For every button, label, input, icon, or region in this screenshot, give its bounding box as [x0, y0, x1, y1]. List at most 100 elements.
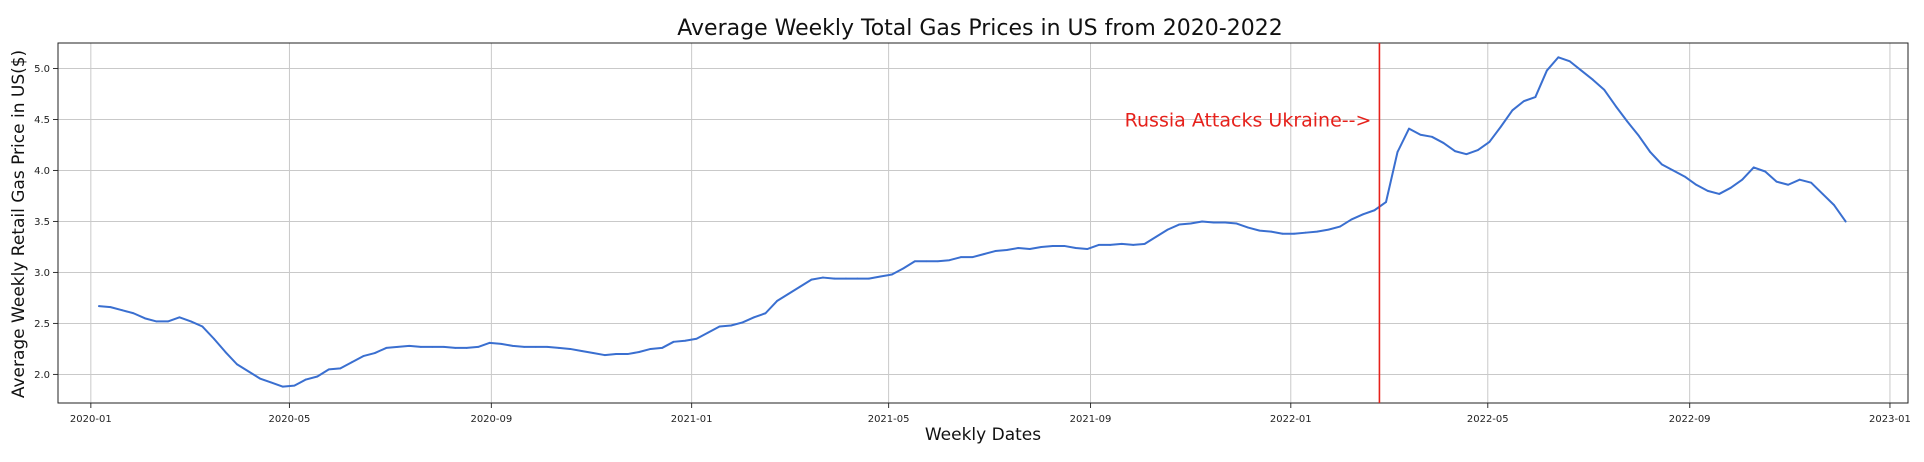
data-point	[1316, 230, 1318, 233]
data-point	[868, 277, 870, 280]
data-point	[569, 348, 572, 350]
data-point	[776, 300, 778, 302]
data-point	[304, 378, 307, 381]
axes	[53, 42, 1909, 408]
data-point	[1488, 141, 1491, 143]
data-point	[753, 316, 755, 319]
data-point	[822, 276, 824, 279]
data-point	[109, 306, 112, 309]
data-point	[1178, 223, 1181, 226]
data-point	[684, 339, 686, 342]
data-point	[833, 277, 836, 280]
x-tick-label: 2020-09	[470, 414, 512, 425]
data-point	[1166, 228, 1169, 231]
data-point	[730, 324, 732, 327]
data-point	[465, 347, 468, 349]
data-point	[1097, 244, 1100, 246]
data-point	[1304, 231, 1307, 234]
data-point	[1442, 142, 1445, 144]
data-point	[1798, 178, 1801, 181]
data-point	[454, 347, 457, 349]
y-tick-label: 5.0	[34, 64, 50, 75]
y-tick-label: 2.0	[34, 370, 50, 381]
y-tick-label: 4.5	[34, 115, 50, 126]
data-point	[1040, 246, 1043, 248]
data-point	[259, 377, 261, 380]
data-point	[1580, 69, 1583, 72]
y-tick-label: 4.0	[34, 166, 50, 177]
data-point	[1683, 175, 1686, 178]
data-point	[1454, 150, 1456, 153]
data-point	[431, 346, 434, 348]
data-series-layer	[98, 56, 1847, 388]
x-axis-label: Weekly Dates	[925, 425, 1041, 445]
data-point	[1477, 149, 1479, 151]
data-point	[1339, 225, 1341, 228]
plot-frame	[57, 42, 1909, 404]
data-point	[764, 312, 767, 315]
data-point	[1741, 178, 1744, 181]
x-tick-label: 2020-01	[70, 414, 112, 425]
data-point	[1270, 230, 1272, 233]
data-point	[213, 337, 215, 340]
data-point	[1568, 60, 1571, 63]
data-point	[1557, 56, 1560, 59]
y-tick-label: 2.5	[34, 319, 50, 330]
data-point	[155, 320, 158, 323]
data-point	[488, 341, 491, 344]
data-point	[1614, 105, 1617, 108]
data-point	[661, 347, 663, 349]
data-point	[982, 253, 985, 256]
data-point	[236, 363, 238, 366]
data-point	[603, 354, 606, 356]
data-point	[971, 256, 974, 259]
data-point	[316, 375, 319, 378]
data-point	[1522, 100, 1525, 103]
data-point	[1086, 248, 1089, 250]
data-point	[707, 331, 709, 334]
data-point	[799, 285, 801, 288]
data-point	[626, 353, 629, 355]
data-point	[534, 346, 537, 348]
x-tick-label: 2022-05	[1467, 414, 1509, 425]
x-tick-label: 2022-09	[1669, 414, 1711, 425]
data-point	[1844, 220, 1847, 223]
data-point	[1293, 232, 1295, 235]
data-point	[178, 316, 181, 319]
data-point	[1591, 78, 1594, 81]
data-point	[1235, 222, 1238, 225]
data-point	[741, 321, 744, 324]
data-point	[1706, 189, 1709, 192]
data-point	[592, 352, 595, 354]
data-point	[1787, 183, 1790, 186]
data-point	[1626, 120, 1629, 123]
data-point	[1109, 244, 1112, 246]
data-point	[1247, 226, 1250, 229]
data-point	[1189, 222, 1192, 225]
data-point	[385, 347, 388, 349]
data-point	[1775, 180, 1778, 183]
data-point	[408, 344, 411, 347]
tick-labels: 2020-01 2020-05 2020-09 2021-01 2021-05 2021-…	[34, 64, 1911, 425]
data-point	[672, 340, 675, 343]
data-point	[810, 278, 813, 281]
data-point	[350, 361, 353, 364]
data-point	[327, 368, 330, 371]
series	[98, 56, 1847, 388]
data-point	[477, 346, 480, 348]
data-point	[936, 260, 939, 263]
data-point	[1500, 125, 1502, 128]
data-point	[649, 348, 652, 350]
data-point	[959, 256, 962, 259]
data-point	[1637, 134, 1640, 137]
x-tick-label: 2021-05	[868, 414, 910, 425]
data-point	[281, 385, 284, 388]
data-point	[339, 367, 342, 370]
data-point	[201, 325, 204, 328]
data-point	[1431, 135, 1433, 138]
data-point	[718, 325, 721, 328]
data-point	[879, 275, 882, 278]
data-point	[1385, 201, 1387, 203]
data-point	[1821, 193, 1824, 195]
data-point	[580, 350, 583, 352]
